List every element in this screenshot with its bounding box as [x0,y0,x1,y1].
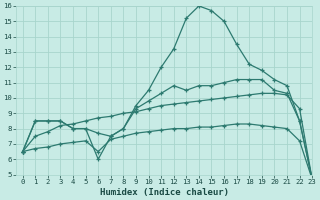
X-axis label: Humidex (Indice chaleur): Humidex (Indice chaleur) [100,188,229,197]
